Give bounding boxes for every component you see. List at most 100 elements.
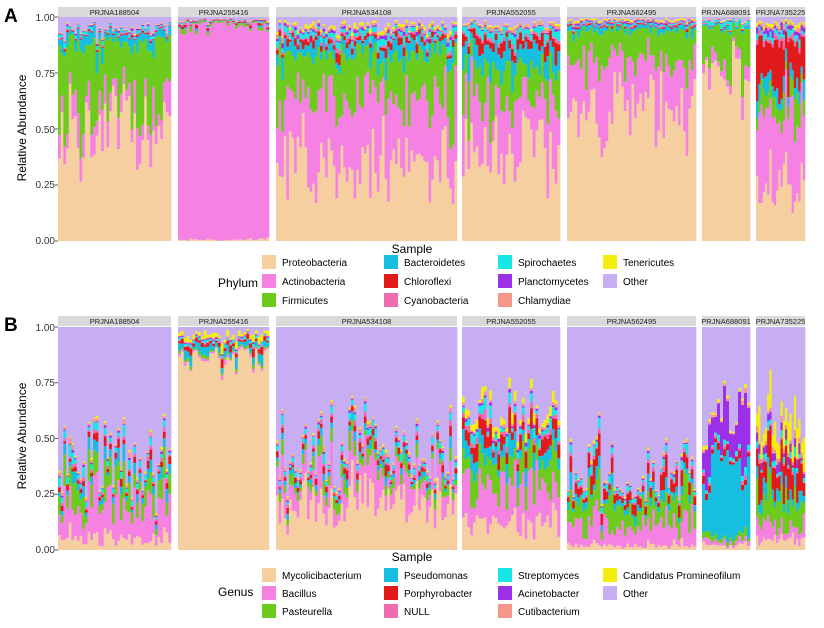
bar-segment	[489, 480, 493, 525]
bar-segment	[276, 34, 279, 39]
bar-segment	[237, 23, 241, 26]
bar-segment	[345, 467, 349, 471]
bar-segment	[192, 22, 196, 25]
bar-segment	[212, 239, 216, 241]
bar-segment	[582, 23, 586, 25]
bar-segment	[605, 66, 609, 142]
bar-segment	[304, 39, 308, 45]
bar-segment	[195, 333, 199, 335]
bar-segment	[203, 21, 207, 241]
bar-segment	[281, 414, 285, 425]
bar-segment	[356, 470, 360, 474]
bar-segment	[587, 20, 591, 22]
bar-segment	[138, 467, 142, 470]
legend-swatch	[498, 293, 512, 307]
bar-segment	[500, 33, 504, 36]
bar-segment	[63, 438, 67, 442]
bar-segment	[644, 28, 648, 62]
bar-segment	[214, 347, 219, 550]
bar-segment	[720, 23, 724, 24]
panel-b-ylabel: Relative Abundance	[15, 382, 29, 489]
bar-segment	[449, 327, 453, 406]
bar-segment	[63, 539, 67, 550]
bar-segment	[138, 490, 142, 538]
bar-segment	[497, 437, 501, 439]
bar-segment	[551, 17, 555, 22]
bar-segment	[420, 458, 424, 460]
bar-segment	[762, 47, 766, 78]
bar-segment	[402, 432, 406, 436]
bar-segment	[690, 28, 694, 39]
bar-segment	[232, 334, 236, 340]
bar-segment	[340, 445, 344, 447]
bar-segment	[415, 435, 419, 440]
bar-segment	[470, 430, 474, 432]
bar-segment	[138, 29, 142, 31]
bar-segment	[374, 17, 378, 21]
bar-segment	[405, 20, 409, 24]
bar-segment	[516, 24, 520, 26]
bar-segment	[343, 29, 347, 33]
bar-segment	[327, 485, 331, 509]
bar-segment	[76, 113, 80, 149]
bar-segment	[744, 22, 748, 23]
bar-segment	[127, 33, 131, 38]
bar-segment	[160, 327, 164, 447]
bar-segment	[683, 23, 687, 25]
bar-segment	[723, 30, 727, 60]
bar-segment	[787, 106, 790, 119]
bar-segment	[436, 30, 440, 34]
bar-segment	[467, 31, 471, 43]
bar-segment	[356, 32, 360, 37]
bar-segment	[304, 424, 308, 427]
bar-segment	[87, 481, 91, 532]
bar-segment	[330, 150, 334, 241]
bar-segment	[95, 17, 99, 43]
bar-segment	[186, 351, 190, 358]
bar-segment	[217, 21, 221, 24]
bar-segment	[441, 520, 445, 550]
bar-segment	[516, 28, 520, 30]
bar-segment	[157, 27, 161, 29]
bar-segment	[472, 508, 476, 523]
bar-segment	[729, 19, 733, 21]
bar-segment	[423, 476, 427, 481]
bar-segment	[309, 464, 313, 466]
bar-segment	[335, 492, 339, 494]
bar-segment	[286, 327, 290, 497]
bar-segment	[590, 23, 594, 25]
bar-segment	[309, 491, 313, 501]
bar-segment	[467, 425, 471, 433]
bar-segment	[288, 131, 292, 241]
bar-segment	[764, 24, 768, 28]
bar-segment	[106, 486, 110, 534]
bar-segment	[251, 348, 256, 358]
bar-segment	[283, 35, 287, 39]
bar-segment	[133, 456, 137, 463]
bar-segment	[340, 33, 344, 37]
bar-segment	[374, 452, 378, 461]
bar-segment	[418, 34, 422, 46]
bar-segment	[773, 17, 777, 22]
bar-segment	[649, 21, 653, 23]
bar-segment	[257, 345, 261, 349]
bar-segment	[180, 347, 185, 350]
bar-segment	[226, 25, 230, 240]
bar-segment	[551, 402, 555, 406]
bar-segment	[79, 36, 83, 39]
bar-segment	[206, 361, 210, 550]
bar-segment	[358, 442, 362, 452]
bar-segment	[319, 417, 323, 420]
bar-segment	[415, 443, 419, 458]
bar-segment	[276, 451, 279, 458]
bar-segment	[340, 442, 344, 446]
bar-segment	[478, 65, 482, 102]
bar-segment	[693, 22, 697, 24]
bar-segment	[350, 420, 354, 431]
bar-segment	[436, 432, 440, 440]
bar-segment	[444, 483, 448, 487]
bar-segment	[66, 28, 70, 31]
bar-segment	[521, 39, 525, 41]
bar-segment	[276, 38, 279, 42]
bar-segment	[486, 534, 490, 550]
